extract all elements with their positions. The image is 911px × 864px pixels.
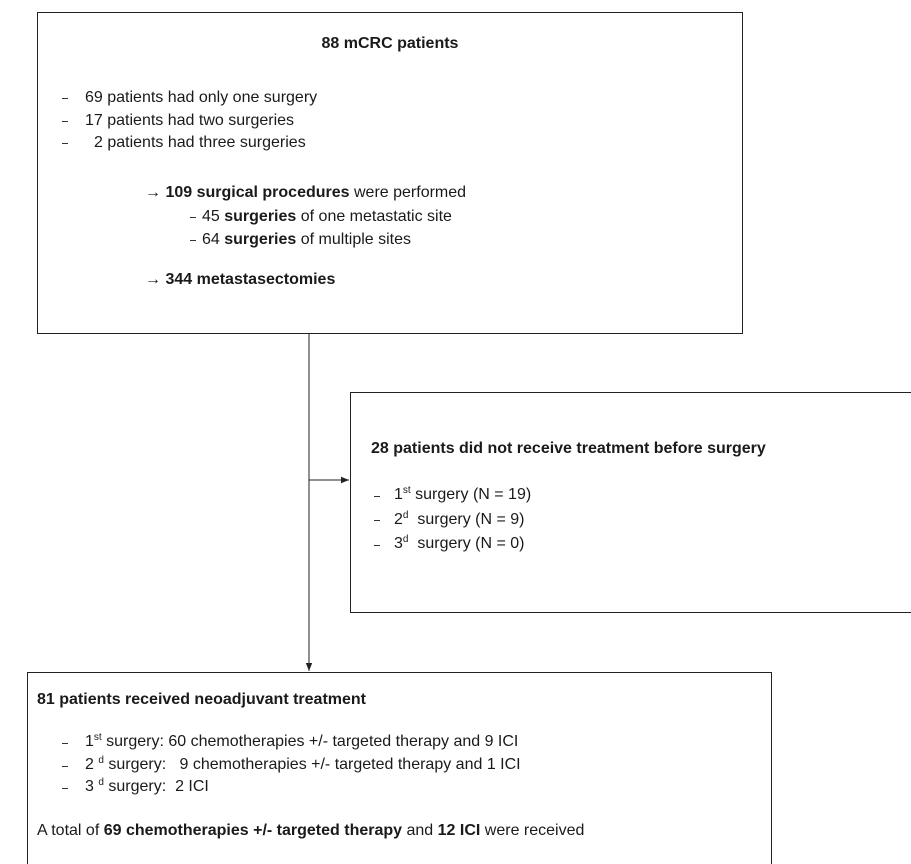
- list-item: 2 patients had three surgeries: [94, 134, 306, 151]
- text: 2: [85, 756, 94, 773]
- text: 1: [85, 733, 94, 750]
- text: of one metastatic site: [300, 208, 452, 225]
- bullet: [190, 240, 196, 241]
- bullet: [62, 121, 68, 122]
- arrow: →: [145, 184, 161, 201]
- bullet: [374, 545, 380, 546]
- bold-text: 69 chemotherapies +/- targeted therapy: [103, 822, 403, 839]
- text: surgery (N = 9): [417, 511, 525, 528]
- summary-line: → 344 metastasectomies: [145, 270, 335, 290]
- text: surgery (N = 19): [415, 486, 532, 503]
- list-item: 69 patients had only one surgery: [85, 89, 318, 106]
- text: surgery: 9 chemotherapies +/- targeted t…: [108, 756, 521, 773]
- text: 2: [394, 511, 403, 528]
- superscript: st: [402, 485, 411, 496]
- text: surgery (N = 0): [417, 535, 525, 552]
- bullet: [374, 520, 380, 521]
- bold-text: 109 surgical procedures: [165, 184, 350, 201]
- title: 81 patients received neoadjuvant treatme…: [37, 691, 366, 708]
- bullet: [62, 788, 68, 789]
- text: of multiple sites: [300, 231, 412, 248]
- top-title: 88 mCRC patients: [37, 34, 743, 54]
- list-item: 64 surgeries of multiple sites: [202, 230, 411, 250]
- text: 3: [394, 535, 403, 552]
- text: were received: [484, 822, 585, 839]
- list-item: 45 surgeries of one metastatic site: [202, 207, 452, 227]
- superscript: st: [93, 732, 102, 743]
- superscript: d: [402, 510, 409, 521]
- arrow: →: [145, 271, 161, 288]
- bold-text: surgeries: [224, 231, 297, 248]
- list-item: 1st surgery (N = 19): [394, 485, 531, 505]
- title: 28 patients did not receive treatment be…: [371, 440, 766, 457]
- superscript: d: [98, 777, 104, 788]
- text: 45: [202, 208, 220, 225]
- bold-text: 344 metastasectomies: [165, 271, 336, 288]
- right-title: 28 patients did not receive treatment be…: [371, 439, 766, 459]
- bottom-box: [27, 672, 772, 864]
- text: A total of: [37, 822, 100, 839]
- text: 64: [202, 231, 220, 248]
- superscript: d: [402, 534, 409, 545]
- text: were performed: [354, 184, 467, 201]
- bottom-title: 81 patients received neoadjuvant treatme…: [37, 690, 366, 710]
- bullet: [62, 98, 68, 99]
- bullet: [62, 143, 68, 144]
- top-box: [37, 12, 743, 334]
- right-box: [350, 392, 911, 613]
- total-line: A total of 69 chemotherapies +/- targete…: [37, 821, 584, 841]
- bullet: [62, 743, 68, 744]
- title: 88 mCRC patients: [321, 35, 459, 52]
- summary-line: → 109 surgical procedures were performed: [145, 183, 466, 203]
- bullet: [62, 766, 68, 767]
- text: 3: [85, 778, 94, 795]
- superscript: d: [98, 755, 104, 766]
- list-item: 1st surgery: 60 chemotherapies +/- targe…: [85, 732, 518, 752]
- text: surgery: 60 chemotherapies +/- targeted …: [106, 733, 519, 750]
- text: surgery: 2 ICI: [108, 778, 209, 795]
- bullet: [190, 217, 196, 218]
- bold-text: 12 ICI: [437, 822, 481, 839]
- list-item: 2 d surgery: 9 chemotherapies +/- target…: [85, 755, 521, 775]
- text: 1: [394, 486, 403, 503]
- list-item: 2d surgery (N = 9): [394, 510, 525, 530]
- bullet: [374, 496, 380, 497]
- list-item: 3d surgery (N = 0): [394, 534, 525, 554]
- bold-text: surgeries: [224, 208, 297, 225]
- text: and: [406, 822, 434, 839]
- list-item: 17 patients had two surgeries: [85, 112, 295, 129]
- list-item: 3 d surgery: 2 ICI: [85, 777, 209, 797]
